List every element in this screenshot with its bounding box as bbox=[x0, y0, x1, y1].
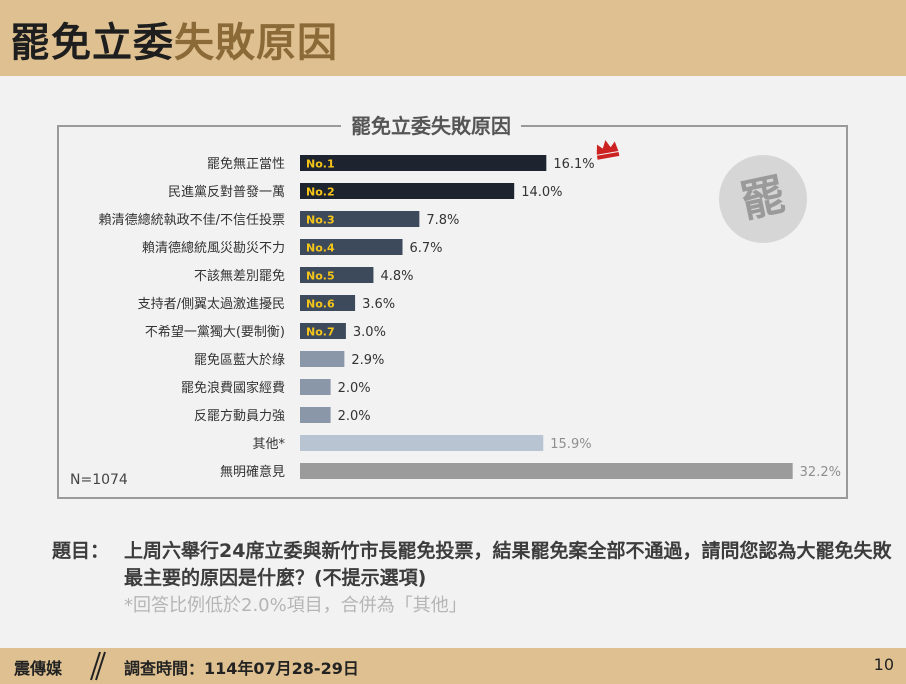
data-label: 3.0% bbox=[353, 325, 386, 340]
data-label: 32.2% bbox=[800, 465, 841, 480]
rank-label: No.3 bbox=[306, 214, 335, 227]
category-label: 其他* bbox=[252, 437, 285, 452]
category-label: 賴清德總統風災勘災不力 bbox=[142, 240, 285, 256]
data-label: 2.9% bbox=[351, 353, 384, 368]
header-bar: 罷免立委失敗原因 bbox=[0, 0, 906, 76]
footer-brand: 震傳媒 bbox=[14, 659, 63, 678]
crown-icon bbox=[596, 140, 620, 160]
bar bbox=[300, 295, 356, 311]
category-label: 罷免區藍大於綠 bbox=[194, 352, 285, 368]
brand-logo: 罷 bbox=[719, 155, 807, 243]
category-label: 賴清德總統執政不佳/不信任投票 bbox=[99, 212, 285, 228]
page-number: 10 bbox=[873, 655, 894, 674]
crown-base bbox=[596, 151, 620, 160]
bar bbox=[300, 239, 403, 255]
category-label: 罷免無正當性 bbox=[207, 157, 285, 172]
chart-title: 罷免立委失敗原因 bbox=[341, 112, 521, 140]
bar bbox=[300, 351, 345, 367]
category-label: 民進黨反對普發一萬 bbox=[168, 185, 285, 200]
data-label: 14.0% bbox=[521, 185, 562, 200]
category-label: 支持者/側翼太過激進擾民 bbox=[138, 296, 285, 312]
data-label: 7.8% bbox=[426, 213, 459, 228]
rank-label: No.4 bbox=[306, 242, 335, 255]
rank-label: No.2 bbox=[306, 186, 335, 199]
data-label: 2.0% bbox=[338, 409, 371, 424]
bar bbox=[300, 267, 374, 283]
rank-label: No.7 bbox=[306, 326, 335, 339]
survey-date: 調查時間：114年07月28-29日 bbox=[124, 659, 359, 678]
page-title-main: 罷免立委 bbox=[10, 20, 174, 66]
data-label: 6.7% bbox=[410, 241, 443, 256]
data-label: 4.8% bbox=[380, 269, 413, 284]
page-title: 罷免立委失敗原因 bbox=[10, 10, 338, 68]
page-title-accent: 失敗原因 bbox=[174, 20, 338, 66]
footnote: *回答比例低於2.0%項目，合併為「其他」 bbox=[124, 595, 467, 616]
category-label: 無明確意見 bbox=[220, 464, 285, 480]
bar bbox=[300, 323, 346, 339]
data-label: 15.9% bbox=[550, 437, 591, 452]
bar bbox=[300, 435, 544, 451]
question-label: 題目： bbox=[52, 540, 110, 562]
sample-size-label: N=1074 bbox=[70, 472, 128, 488]
data-label: 2.0% bbox=[338, 381, 371, 396]
category-label: 不希望一黨獨大(要制衡) bbox=[145, 324, 285, 340]
data-label: 3.6% bbox=[362, 297, 395, 312]
bar bbox=[300, 379, 331, 395]
category-label: 罷免浪費國家經費 bbox=[181, 380, 285, 396]
bar bbox=[300, 183, 515, 199]
crown-shape bbox=[596, 140, 619, 155]
rank-label: No.5 bbox=[306, 270, 335, 283]
bar bbox=[300, 211, 420, 227]
bar bbox=[300, 407, 331, 423]
category-label: 反罷方動員力強 bbox=[194, 408, 285, 424]
footer-bar: 震傳媒 調查時間：114年07月28-29日 10 bbox=[0, 648, 906, 684]
question-text: 上周六舉行24席立委與新竹市長罷免投票，結果罷免案全部不通過，請問您認為大罷免失… bbox=[124, 540, 892, 589]
divider-slash-icon bbox=[90, 651, 106, 681]
data-label: 16.1% bbox=[553, 157, 594, 172]
rank-label: No.1 bbox=[306, 158, 335, 171]
bar bbox=[300, 155, 547, 171]
rank-label: No.6 bbox=[306, 298, 335, 311]
bar bbox=[300, 463, 793, 479]
category-label: 不該無差別罷免 bbox=[194, 268, 285, 284]
